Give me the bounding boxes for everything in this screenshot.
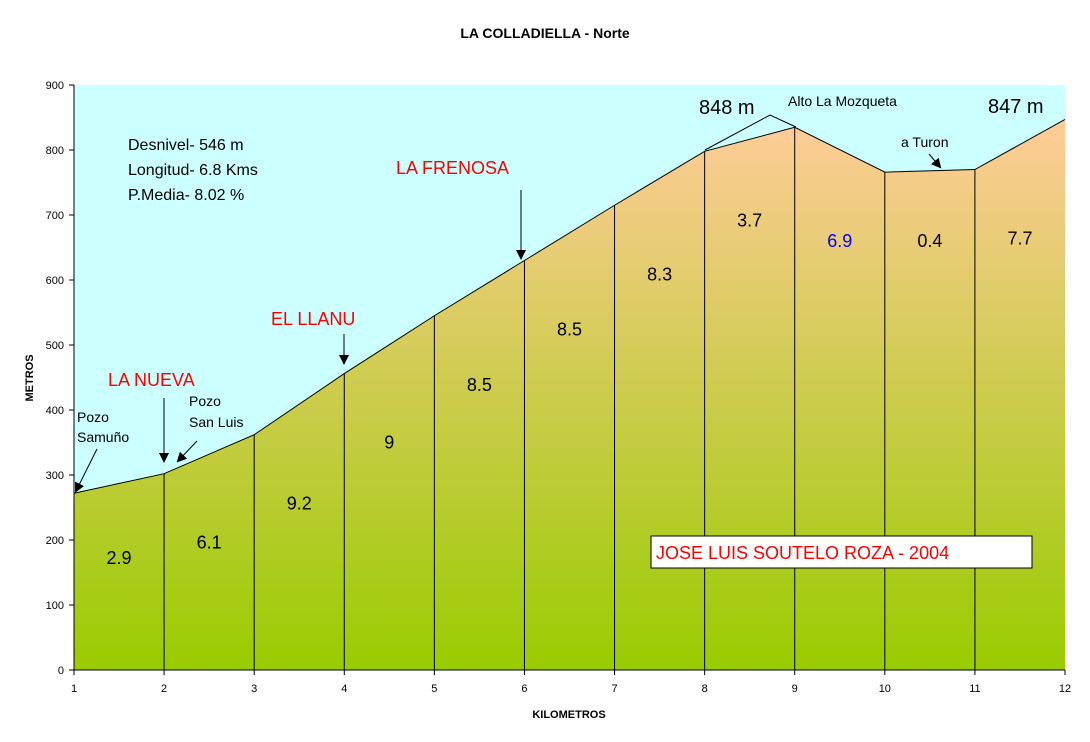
note-pozo-samuno-line2: Samuño bbox=[77, 429, 129, 445]
place-la-nueva: LA NUEVA bbox=[108, 370, 195, 390]
place-la-frenosa: LA FRENOSA bbox=[396, 158, 509, 178]
note-a-turon: a Turon bbox=[901, 134, 948, 150]
x-axis-title: KILOMETROS bbox=[532, 709, 605, 721]
stat-longitud: Longitud- 6.8 Kms bbox=[128, 162, 258, 179]
note-alto-la-mozqueta: Alto La Mozqueta bbox=[788, 93, 897, 109]
place-el-llanu: EL LLANU bbox=[271, 309, 355, 329]
y-tick-label: 400 bbox=[46, 405, 64, 417]
y-tick-label: 200 bbox=[46, 535, 64, 547]
segment-gradient-label: 8.5 bbox=[557, 320, 582, 340]
y-tick-label: 900 bbox=[46, 80, 64, 92]
segment-gradient-label: 2.9 bbox=[107, 548, 132, 568]
arrow-pozo-san-luis bbox=[176, 440, 198, 463]
segment-gradient-label: 6.1 bbox=[197, 533, 222, 553]
segment-gradient-label: 9 bbox=[384, 433, 394, 453]
x-tick-label: 9 bbox=[792, 683, 798, 695]
y-tick-label: 100 bbox=[46, 600, 64, 612]
terrain-area bbox=[74, 119, 1065, 670]
stat-pendiente-media: P.Media- 8.02 % bbox=[128, 187, 244, 204]
x-tick-label: 3 bbox=[251, 683, 257, 695]
x-tick-label: 8 bbox=[702, 683, 708, 695]
x-tick-label: 7 bbox=[611, 683, 617, 695]
segment-gradient-label: 8.5 bbox=[467, 375, 492, 395]
y-tick-label: 0 bbox=[58, 665, 64, 677]
y-tick-label: 500 bbox=[46, 340, 64, 352]
y-axis-title: METROS bbox=[24, 354, 36, 401]
x-tick-label: 12 bbox=[1059, 683, 1071, 695]
x-tick-label: 10 bbox=[879, 683, 891, 695]
arrow-pozo-samuno bbox=[75, 448, 98, 493]
y-axis-ticks: 0 100 200 300 400 500 600 700 800 900 bbox=[46, 80, 74, 677]
x-tick-label: 6 bbox=[521, 683, 527, 695]
y-tick-label: 300 bbox=[46, 470, 64, 482]
peak-label-848: 848 m bbox=[699, 97, 755, 119]
segment-gradient-label: 0.4 bbox=[917, 231, 942, 251]
segment-gradient-label: 8.3 bbox=[647, 264, 672, 284]
chart-title: LA COLLADIELLA - Norte bbox=[460, 25, 629, 41]
note-pozo-san-luis-line1: Pozo bbox=[189, 393, 221, 409]
segment-gradient-label: 7.7 bbox=[1007, 229, 1032, 249]
x-tick-label: 2 bbox=[161, 683, 167, 695]
y-tick-label: 600 bbox=[46, 275, 64, 287]
note-pozo-samuno-line1: Pozo bbox=[77, 409, 109, 425]
segment-gradient-label: 6.9 bbox=[827, 231, 852, 251]
credit-text: JOSE LUIS SOUTELO ROZA - 2004 bbox=[656, 543, 949, 563]
note-pozo-san-luis-line2: San Luis bbox=[189, 414, 243, 430]
peak-label-847: 847 m bbox=[988, 96, 1044, 118]
x-axis-ticks: 1 2 3 4 5 6 7 8 9 10 11 12 bbox=[71, 670, 1071, 695]
arrow-a-turon bbox=[928, 153, 942, 169]
y-tick-label: 700 bbox=[46, 210, 64, 222]
terrain-profile-line bbox=[73, 119, 1066, 494]
x-tick-label: 1 bbox=[71, 683, 77, 695]
pointer-alto-la-mozqueta bbox=[704, 114, 797, 151]
segment-gradient-label: 9.2 bbox=[287, 494, 312, 514]
x-tick-label: 4 bbox=[341, 683, 347, 695]
stat-desnivel: Desnivel- 546 m bbox=[128, 137, 244, 154]
y-tick-label: 800 bbox=[46, 145, 64, 157]
x-tick-label: 5 bbox=[431, 683, 437, 695]
credit-box bbox=[650, 535, 1033, 569]
segment-gradient-labels: 2.9 6.1 9.2 9 8.5 8.5 8.3 3.7 6.9 0.4 7.7 bbox=[107, 210, 1033, 568]
axes bbox=[73, 85, 1065, 671]
x-tick-label: 11 bbox=[969, 683, 980, 695]
segment-gradient-label: 3.7 bbox=[737, 210, 762, 230]
km-separators bbox=[163, 127, 976, 670]
